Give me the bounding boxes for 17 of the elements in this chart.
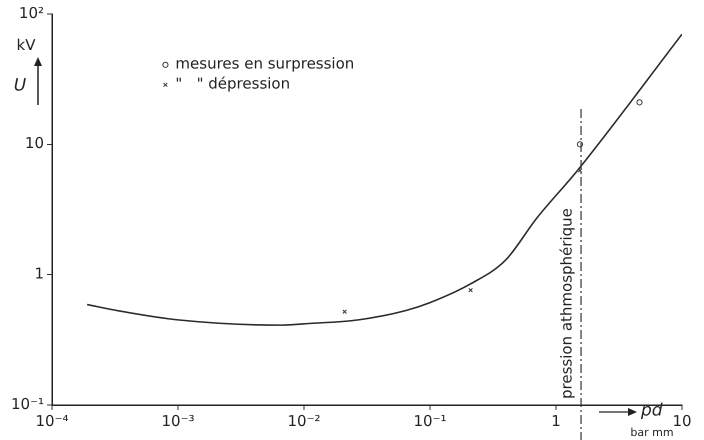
x-tick-label: 10⁻¹ [413, 412, 447, 430]
y-tick-label: 10² [18, 4, 44, 22]
x-tick-label: 1 [551, 412, 561, 430]
legend-label: mesures en surpression [175, 54, 354, 73]
text: kV [16, 36, 36, 54]
x-tick-label: 10⁻² [287, 412, 321, 430]
x-tick-label: 10⁻⁴ [36, 412, 69, 430]
y-tick-label: 10⁻¹ [10, 394, 44, 413]
y-axis-title: U [14, 75, 27, 96]
y-tick-label: 1 [34, 264, 44, 283]
y-tick-label: 10 [24, 134, 44, 152]
x-axis-title: pd [640, 400, 663, 420]
x-tick-label: 10⁻³ [162, 412, 195, 430]
ref-line-label: pression athmosphérique [557, 208, 576, 399]
x-tick-label: 10 [672, 412, 692, 430]
legend-label: " " dépression [175, 74, 290, 93]
text: bar mm [630, 426, 674, 439]
